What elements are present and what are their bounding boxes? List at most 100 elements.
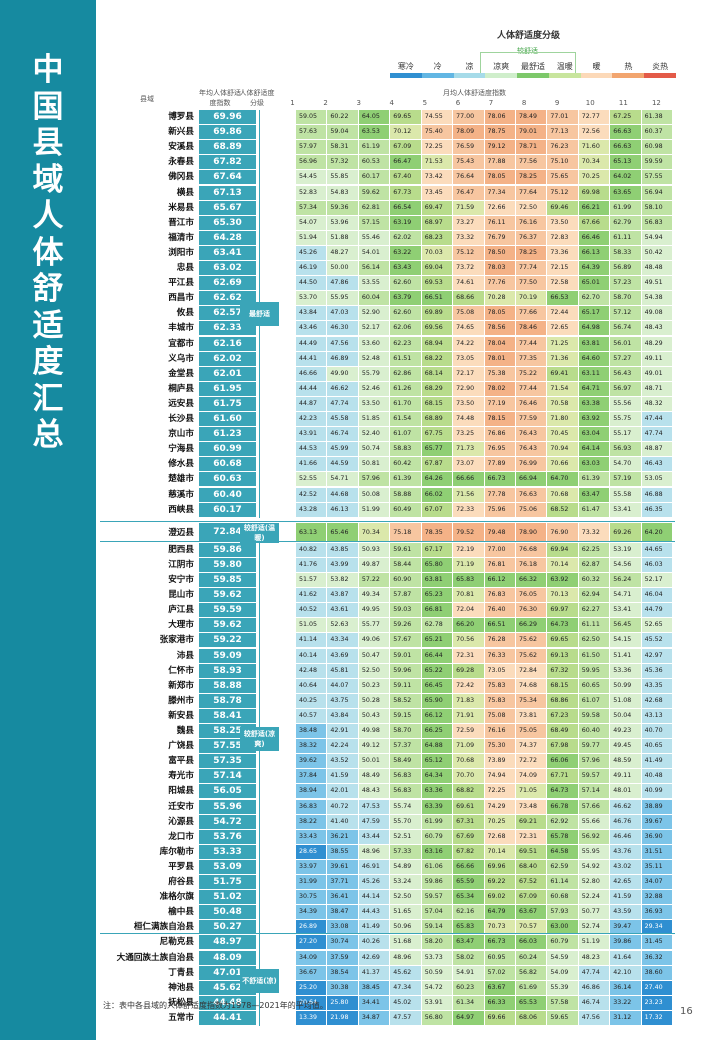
month-value: 72.15	[547, 261, 579, 277]
month-value: 34.41	[358, 995, 391, 1011]
month-value: 20.64	[296, 995, 328, 1011]
month-value: 43.75	[327, 693, 359, 709]
table-row: 富平县 57.35 39.62 43.52 50.01 58.49 65.12 70.68 73…	[103, 754, 674, 770]
month-value: 58.02	[453, 950, 485, 966]
month-value: 46.03	[641, 557, 674, 573]
table-row: 晋江市 65.30 54.07 53.96 57.15 63.19 68.97 73.27 76…	[103, 215, 674, 231]
table-row: 神池县 45.62 25.20 30.38 38.45 47.34 54.72 60.23 63…	[103, 980, 674, 996]
annual-index: 58.88	[199, 678, 256, 694]
county-name: 攸县	[176, 308, 194, 319]
month-value: 73.72	[453, 261, 485, 277]
month-value: 59.58	[578, 708, 611, 724]
annual-index: 60.63	[199, 472, 256, 488]
month-value: 51.05	[296, 618, 328, 634]
month-value: 67.82	[453, 844, 485, 860]
table-row: 佛冈县 67.64 54.45 55.85 60.17 67.40 73.42 76.64 78…	[103, 170, 674, 186]
month-value: 64.88	[421, 739, 454, 755]
county-name: 义乌市	[168, 353, 194, 364]
month-value: 31.12	[610, 1010, 642, 1026]
month-value: 42.23	[296, 412, 328, 428]
month-value: 69.53	[421, 276, 454, 292]
month-value: 77.19	[484, 396, 516, 412]
month-value: 63.53	[358, 125, 391, 141]
month-value: 38.94	[296, 784, 328, 800]
month-value: 52.48	[358, 351, 391, 367]
month-value: 63.81	[578, 336, 611, 352]
month-value: 46.35	[641, 502, 674, 518]
table-row: 宜都市 62.16 44.49 47.56 53.60 62.23 68.94 74.22 78…	[103, 336, 674, 352]
month-value: 51.65	[390, 905, 422, 921]
month-value: 72.59	[453, 724, 485, 740]
month-value: 60.68	[547, 890, 579, 906]
month-value: 69.02	[484, 890, 516, 906]
month-value: 52.40	[358, 427, 391, 443]
month-value: 55.58	[610, 487, 642, 503]
month-value: 78.05	[484, 306, 516, 322]
month-value: 60.24	[515, 950, 548, 966]
month-value: 49.11	[641, 351, 674, 367]
month-value: 70.03	[421, 245, 454, 261]
month-value: 48.96	[358, 844, 391, 860]
month-value: 47.53	[358, 799, 391, 815]
month-value: 74.61	[453, 276, 485, 292]
month-value: 70.70	[453, 769, 485, 785]
month-label: 6	[455, 99, 461, 107]
month-value: 52.17	[358, 321, 391, 337]
month-value: 72.56	[578, 125, 611, 141]
month-value: 77.76	[484, 276, 516, 292]
month-value: 59.36	[327, 200, 359, 216]
annual-index: 56.05	[199, 784, 256, 800]
month-value: 31.51	[641, 844, 674, 860]
month-value: 57.63	[296, 125, 328, 141]
month-value: 79.48	[484, 522, 516, 543]
annual-index: 59.62	[199, 588, 256, 604]
month-value: 53.91	[421, 995, 454, 1011]
month-value: 62.60	[390, 276, 422, 292]
month-value: 55.17	[610, 427, 642, 443]
month-value: 68.15	[421, 396, 454, 412]
month-value: 54.09	[547, 965, 579, 981]
month-value: 62.59	[547, 859, 579, 875]
table-row: 肥西县 59.86 40.82 43.85 50.93 59.61 67.17 72.19 77…	[103, 542, 674, 558]
county-name: 丁青县	[168, 967, 194, 978]
month-value: 66.12	[421, 708, 454, 724]
county-name: 新郑市	[168, 680, 194, 691]
month-value: 69.46	[547, 200, 579, 216]
month-value: 53.60	[358, 336, 391, 352]
month-value: 58.83	[390, 442, 422, 458]
table-row: 永春县 67.82 56.96 57.32 60.53 66.47 71.53 75.43 77…	[103, 155, 674, 171]
grade-label: 较舒适(温暖)	[240, 522, 279, 543]
month-value: 46.46	[610, 829, 642, 845]
month-value: 67.07	[421, 502, 454, 518]
table-row: 迁安市 55.96 36.83 40.72 47.53 55.74 63.39 69.61 74…	[103, 799, 674, 815]
month-value: 70.25	[484, 814, 516, 830]
month-value: 51.57	[296, 573, 328, 589]
month-value: 76.30	[515, 603, 548, 619]
month-value: 53.50	[358, 396, 391, 412]
month-value: 78.75	[484, 125, 516, 141]
table-row: 博罗县 69.96 59.05 60.22 64.05 69.65 74.55 77.00 78…	[103, 110, 674, 126]
month-value: 77.50	[515, 276, 548, 292]
month-value: 72.42	[453, 678, 485, 694]
month-value: 46.88	[641, 487, 674, 503]
month-value: 33.22	[610, 995, 642, 1011]
month-value: 71.83	[453, 693, 485, 709]
legend-label: 凉爽	[493, 62, 510, 71]
month-value: 59.26	[390, 618, 422, 634]
month-value: 57.33	[390, 844, 422, 860]
month-value: 41.64	[610, 950, 642, 966]
month-label: 7	[488, 99, 494, 107]
month-value: 55.85	[327, 170, 359, 186]
month-value: 46.62	[327, 381, 359, 397]
table-row: 龙口市 53.76 33.43 36.21 43.44 52.51 60.79 67.69 72…	[103, 829, 674, 845]
month-value: 59.62	[358, 185, 391, 201]
table-row: 平罗县 53.09 33.97 39.61 46.91 54.89 61.06 66.66 69…	[103, 859, 674, 875]
month-value: 73.50	[453, 396, 485, 412]
month-value: 29.34	[641, 920, 674, 936]
month-value: 43.76	[610, 844, 642, 860]
month-value: 78.46	[515, 321, 548, 337]
month-value: 50.74	[358, 442, 391, 458]
county-name: 迁安市	[168, 801, 194, 812]
month-value: 60.32	[578, 573, 611, 589]
month-value: 42.69	[358, 950, 391, 966]
